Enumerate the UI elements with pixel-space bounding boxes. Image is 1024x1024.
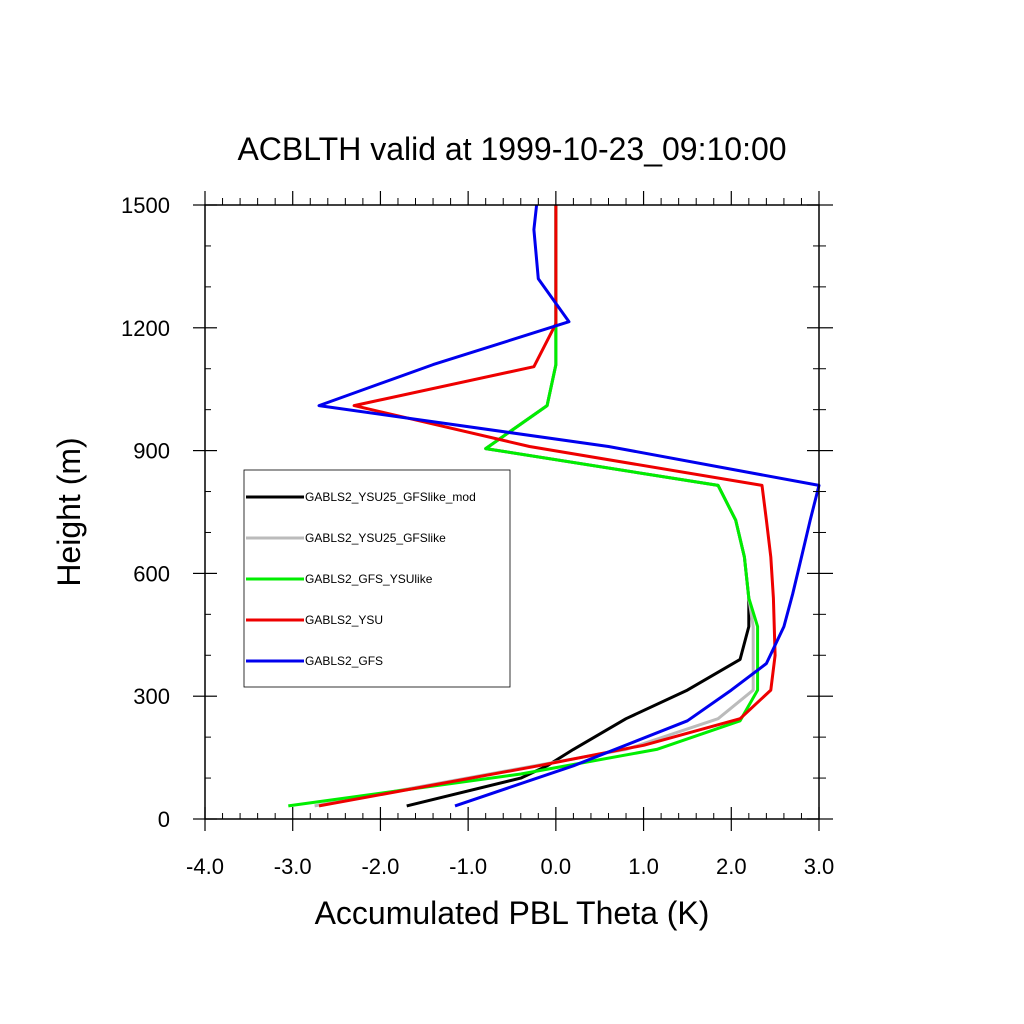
x-tick-label: -3.0: [274, 854, 312, 879]
x-tick-label: 0.0: [541, 854, 572, 879]
x-tick-label: -1.0: [449, 854, 487, 879]
x-tick-label: 2.0: [716, 854, 747, 879]
x-tick-label: -4.0: [186, 854, 224, 879]
x-axis-label: Accumulated PBL Theta (K): [315, 895, 710, 931]
legend-label: GABLS2_YSU25_GFSlike: [305, 531, 446, 545]
legend-label: GABLS2_YSU25_GFSlike_mod: [305, 490, 476, 504]
y-tick-label: 1200: [121, 316, 170, 341]
y-tick-label: 300: [133, 684, 170, 709]
x-tick-label: 1.0: [628, 854, 659, 879]
x-tick-labels: -4.0 -3.0 -2.0 -1.0 0.0 1.0 2.0 3.0: [186, 854, 834, 879]
legend-label: GABLS2_YSU: [305, 613, 383, 627]
series-line-5: [317, 204, 821, 808]
y-tick-label: 600: [133, 561, 170, 586]
legend-label: GABLS2_GFS_YSUlike: [305, 572, 433, 586]
plot-lines: [288, 204, 821, 808]
y-tick-label: 900: [133, 439, 170, 464]
y-tick-label: 0: [158, 807, 170, 832]
legend-label: GABLS2_GFS: [305, 654, 383, 668]
y-tick-label: 1500: [121, 193, 170, 218]
axis-ticks: [193, 191, 833, 831]
series-line-3: [288, 205, 760, 808]
y-axis-label: Height (m): [51, 437, 87, 586]
x-tick-label: 3.0: [804, 854, 835, 879]
legend: GABLS2_YSU25_GFSlike_mod GABLS2_YSU25_GFS…: [243, 469, 511, 688]
y-tick-labels: 0 300 600 900 1200 1500: [121, 193, 170, 832]
x-tick-label: -2.0: [361, 854, 399, 879]
chart-title: ACBLTH valid at 1999-10-23_09:10:00: [237, 131, 786, 167]
plot-frame: [204, 204, 820, 820]
series-line-4: [318, 205, 777, 808]
